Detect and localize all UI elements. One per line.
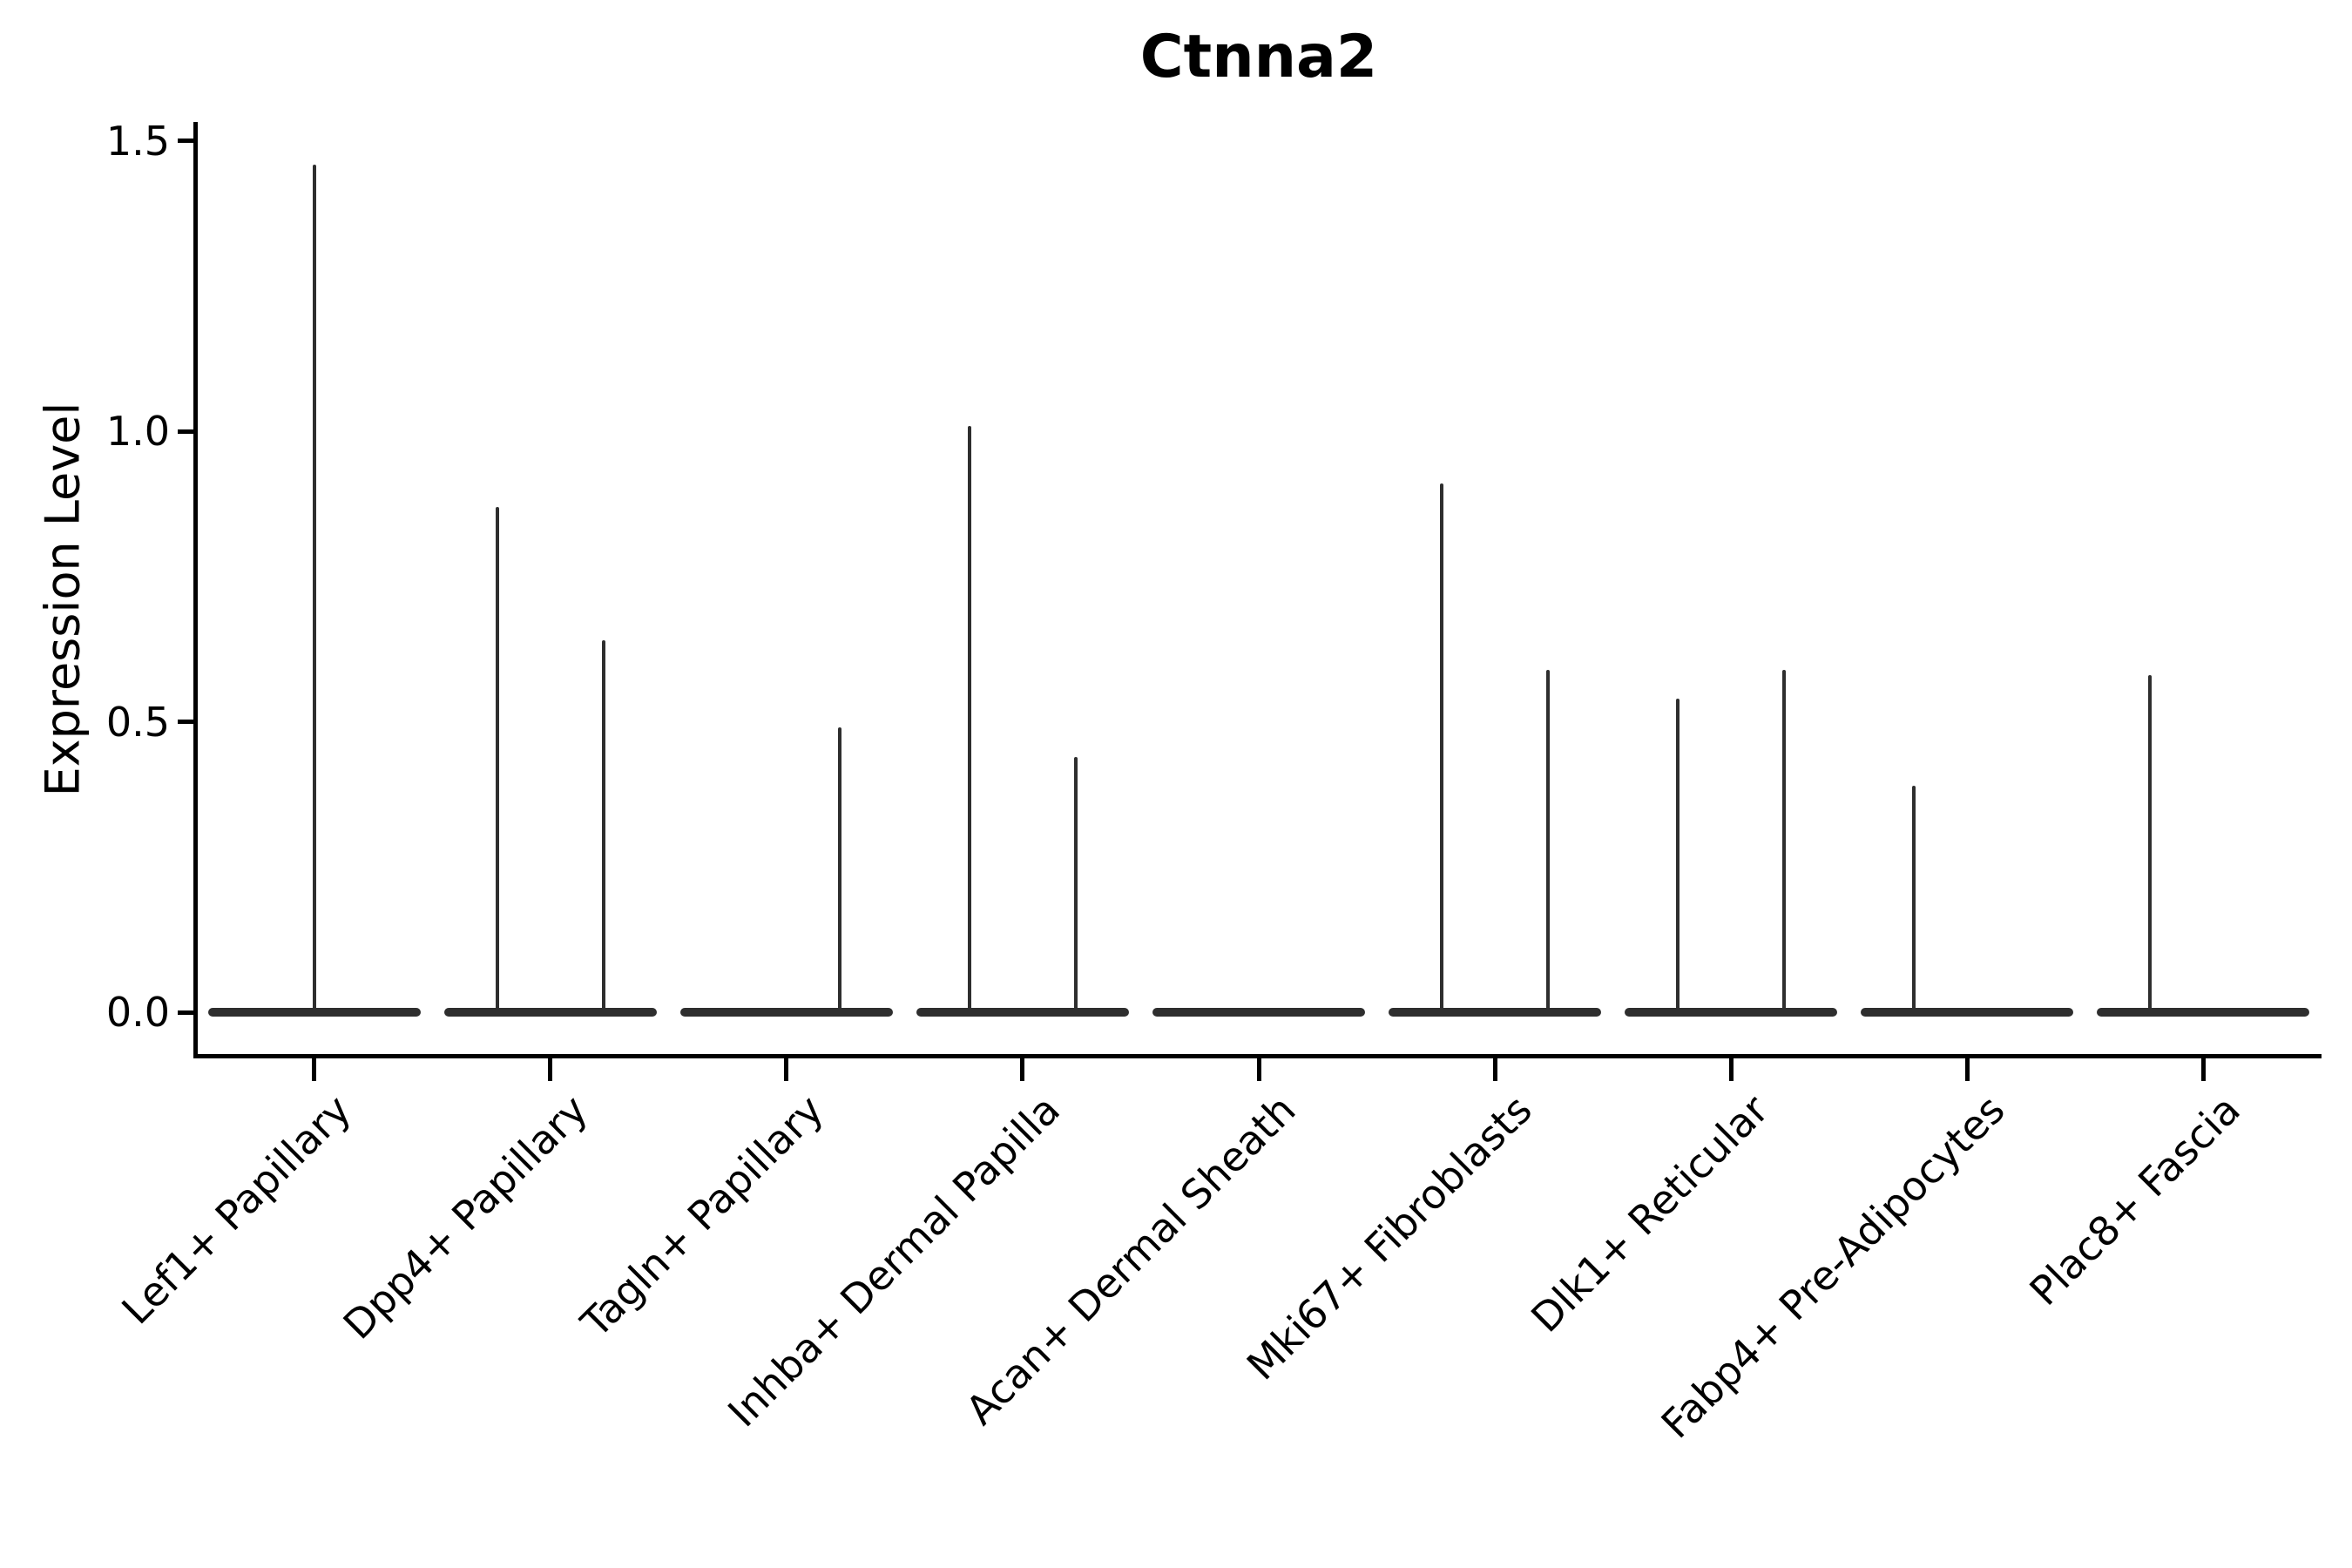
violin-baseline: [1152, 1008, 1365, 1017]
x-tick-label: Plac8+ Fascia: [2020, 1085, 2250, 1315]
x-tick-mark: [1728, 1058, 1734, 1081]
violin-spike: [601, 640, 605, 1012]
x-tick-mark: [1020, 1058, 1025, 1081]
x-tick-mark: [1964, 1058, 1970, 1081]
violin-spike: [837, 727, 841, 1012]
violin-baseline: [1861, 1008, 2074, 1017]
violin-spike: [495, 507, 499, 1012]
y-axis-spine: [193, 122, 198, 1058]
violin-spike: [312, 165, 316, 1012]
violin-spike: [1440, 483, 1444, 1012]
y-tick-mark: [178, 139, 193, 144]
violin-baseline: [1625, 1008, 1838, 1017]
x-tick-mark: [1256, 1058, 1261, 1081]
chart-title: Ctnna2: [1139, 23, 1378, 91]
y-tick-label: 0.0: [105, 989, 170, 1036]
x-axis-spine: [193, 1054, 2322, 1058]
y-tick-label: 0.5: [105, 698, 170, 746]
violin-spike: [1676, 699, 1680, 1012]
violin-spike: [1782, 670, 1787, 1012]
x-tick-mark: [2200, 1058, 2206, 1081]
y-tick-mark: [178, 1010, 193, 1015]
x-tick-label: Lef1+ Papillary: [112, 1085, 361, 1334]
x-tick-mark: [548, 1058, 553, 1081]
y-tick-label: 1.0: [105, 408, 170, 456]
x-tick-label: Dpp4+ Papillary: [334, 1085, 597, 1348]
y-tick-mark: [178, 429, 193, 434]
violin-baseline: [1389, 1008, 1602, 1017]
violin-spike: [967, 426, 971, 1012]
violin-spike: [1073, 757, 1078, 1012]
violin-baseline: [679, 1008, 893, 1017]
violin-spike: [1546, 670, 1551, 1012]
violin-spike: [1912, 786, 1916, 1012]
x-tick-label: Tagln+ Papillary: [571, 1085, 833, 1347]
violin-baseline: [443, 1008, 657, 1017]
y-tick-label: 1.5: [105, 117, 170, 165]
violin-baseline: [207, 1008, 421, 1017]
y-tick-mark: [178, 720, 193, 725]
violin-baseline: [2097, 1008, 2310, 1017]
x-tick-mark: [1492, 1058, 1497, 1081]
x-tick-mark: [784, 1058, 789, 1081]
violin-baseline: [916, 1008, 1129, 1017]
x-tick-label: Dlk1+ Reticular: [1521, 1085, 1778, 1342]
x-tick-mark: [312, 1058, 317, 1081]
violin-spike: [2148, 675, 2153, 1012]
